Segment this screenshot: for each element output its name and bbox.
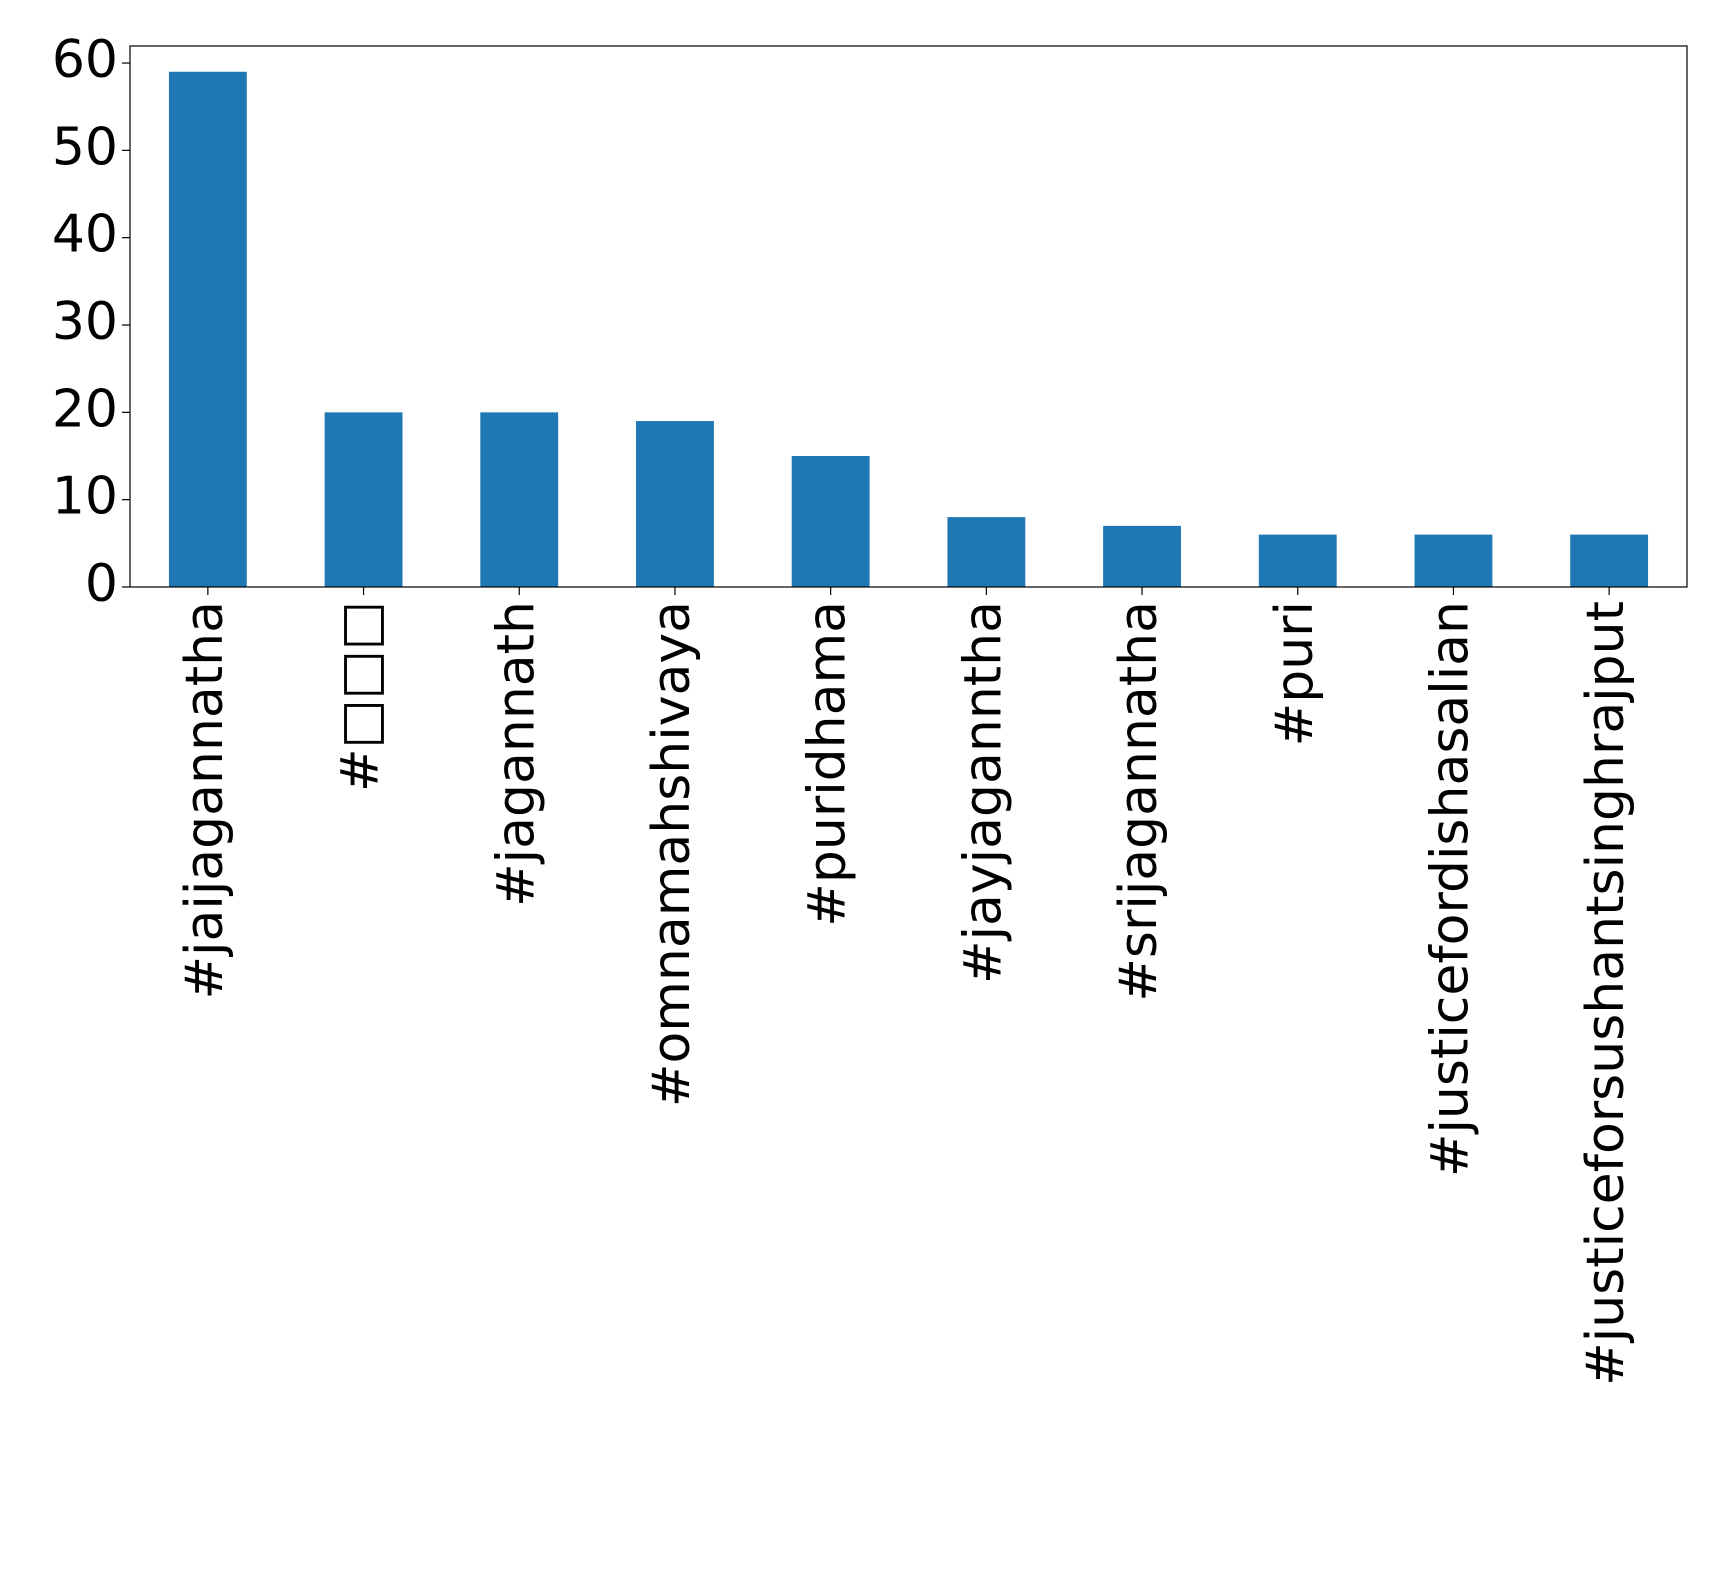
x-tick-label: #puridhama	[798, 601, 858, 927]
x-tick-label: #□□□	[331, 601, 391, 792]
y-tick-label: 60	[52, 30, 118, 90]
x-tick-label: #justiceforsushantsinghrajput	[1576, 601, 1636, 1386]
bar	[1258, 534, 1337, 587]
x-tick-label: #justicefordishasalian	[1420, 601, 1480, 1177]
x-tick-label: #jaijagannatha	[175, 601, 235, 1000]
bar	[1103, 525, 1181, 587]
bar	[1570, 534, 1649, 587]
y-tick-label: 10	[52, 467, 118, 527]
plot-frame	[129, 45, 1688, 588]
y-tick-label: 20	[52, 379, 118, 439]
bar	[324, 412, 403, 587]
x-tick-label: #omnamahshivaya	[642, 601, 702, 1107]
y-tick-label: 40	[52, 205, 118, 265]
x-tick-label: #jayjaganntha	[953, 601, 1013, 984]
bar	[791, 456, 870, 587]
bar	[168, 71, 247, 587]
y-tick-label: 50	[52, 117, 118, 177]
bar	[1414, 534, 1493, 587]
bar	[636, 421, 714, 587]
x-tick-label: #jagannath	[486, 601, 546, 907]
x-tick-label: #puri	[1265, 601, 1325, 746]
y-tick-label: 0	[85, 554, 118, 614]
bar	[480, 412, 559, 587]
y-tick-label: 30	[52, 292, 118, 352]
bar	[947, 517, 1026, 587]
x-tick-label: #srijagannatha	[1109, 601, 1169, 1002]
